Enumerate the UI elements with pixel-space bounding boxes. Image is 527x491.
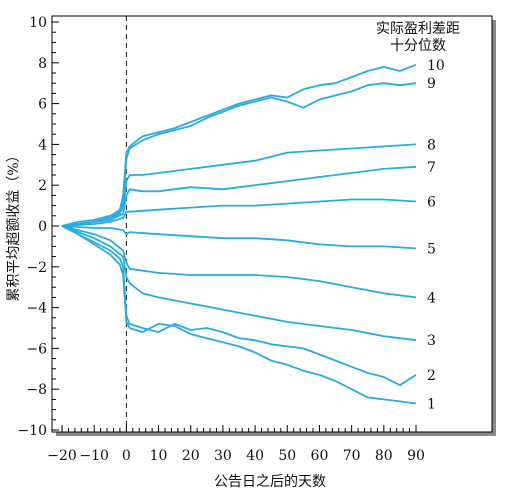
- x-axis: −20 −10 0 10 20 30 40 50 60 70 80 90: [47, 425, 425, 464]
- x-tick-label: 70: [343, 448, 361, 464]
- series-label-decile-1: 1: [427, 396, 436, 412]
- series-label-decile-6: 6: [427, 195, 436, 211]
- series-line-decile-10: [61, 63, 417, 227]
- y-tick-label: 4: [38, 137, 47, 153]
- y-tick-label: −2: [26, 260, 47, 276]
- y-tick-label: −4: [26, 301, 47, 317]
- x-tick-label: 50: [278, 448, 296, 464]
- series-label-decile-2: 2: [427, 368, 436, 384]
- series-label-decile-9: 9: [427, 76, 436, 92]
- x-tick-label: −20: [47, 448, 77, 464]
- y-axis: −10 −8 −6 −4 −2 0 2 4 6 8 10: [17, 15, 59, 439]
- y-tick-label: −10: [17, 423, 47, 439]
- x-axis-title: 公告日之后的天数: [214, 474, 326, 490]
- x-tick-label: 60: [311, 448, 329, 464]
- series-label-decile-7: 7: [427, 160, 436, 176]
- x-tick-label: 30: [214, 448, 232, 464]
- y-tick-label: 10: [29, 15, 47, 31]
- x-tick-label: 0: [122, 448, 131, 464]
- x-tick-label: 40: [246, 448, 264, 464]
- series-line-decile-1: [61, 225, 417, 405]
- y-tick-label: 6: [38, 97, 47, 113]
- series-line-decile-6: [61, 198, 417, 227]
- series-label-decile-5: 5: [427, 241, 436, 257]
- series-line-decile-2: [61, 225, 417, 386]
- series-line-decile-5: [61, 225, 417, 250]
- legend-title-line-1: 实际盈利差距: [376, 21, 460, 37]
- series-label-decile-3: 3: [427, 333, 436, 349]
- y-tick-label: 8: [38, 56, 47, 72]
- legend-title-line-2: 十分位数: [390, 38, 446, 54]
- x-tick-label: 80: [375, 448, 393, 464]
- x-tick-label: 20: [182, 448, 200, 464]
- y-tick-label: 0: [38, 219, 47, 235]
- y-tick-label: −6: [26, 341, 47, 357]
- y-tick-label: 2: [38, 178, 47, 194]
- series-labels: 10 9 8 7 6 5 4 3 2 1: [427, 58, 445, 413]
- series-label-decile-4: 4: [427, 290, 436, 306]
- y-tick-label: −8: [26, 382, 47, 398]
- series-line-decile-3: [61, 225, 417, 342]
- y-axis-title: 累积平均超额收益（%）: [6, 148, 22, 301]
- x-tick-label: 10: [150, 448, 168, 464]
- series-line-decile-4: [61, 225, 417, 299]
- series-line-decile-8: [61, 143, 417, 227]
- plot-area: [51, 15, 493, 433]
- series-line-decile-7: [61, 165, 417, 227]
- x-tick-label: −10: [79, 448, 109, 464]
- x-tick-label: 90: [407, 448, 425, 464]
- series-lines: [61, 63, 417, 405]
- series-label-decile-10: 10: [427, 58, 445, 74]
- series-label-decile-8: 8: [427, 137, 436, 153]
